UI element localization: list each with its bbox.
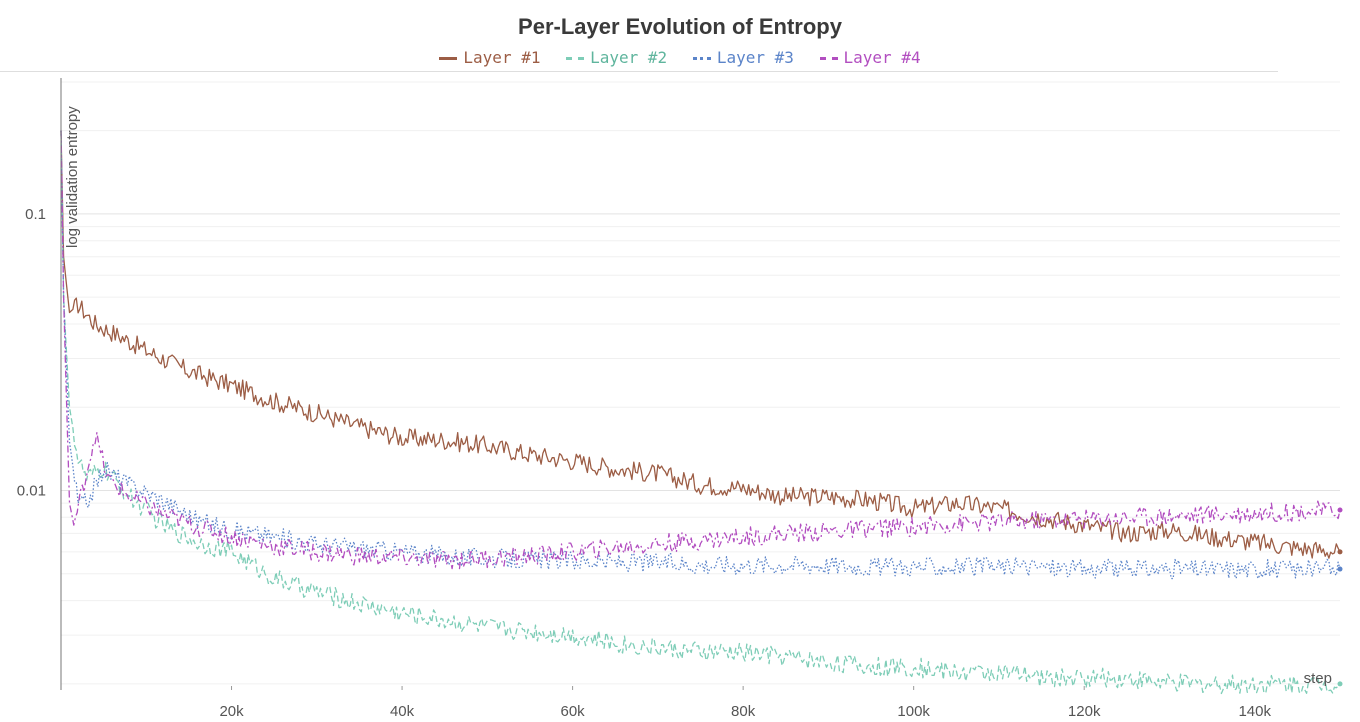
y-axis-ticks: 0.1 0.01	[17, 206, 46, 500]
gridlines	[61, 81, 1340, 685]
series-endpoint-layer-3	[1337, 566, 1343, 572]
header-divider	[0, 71, 1278, 72]
legend-swatch-layer-2	[566, 57, 585, 60]
series-endpoint-layer-1	[1337, 549, 1343, 555]
legend-label-layer-3: Layer #3	[716, 48, 794, 67]
series-line-layer-1[interactable]	[60, 130, 1341, 559]
x-tick-label: 140k	[1238, 703, 1271, 720]
legend-label-layer-1: Layer #1	[463, 48, 541, 67]
x-tick-label: 20k	[219, 703, 244, 720]
legend-swatch-layer-3	[692, 57, 711, 60]
series-endpoint-layer-2	[1337, 681, 1343, 687]
legend-swatch-layer-4	[819, 57, 838, 60]
legend-item-layer-4[interactable]: Layer #4	[819, 48, 921, 67]
series-lines	[60, 130, 1341, 695]
legend-item-layer-3[interactable]: Layer #3	[692, 48, 794, 67]
y-tick-label: 0.1	[25, 206, 46, 223]
x-tick-label: 80k	[731, 703, 756, 720]
legend: Layer #1 Layer #2 Layer #3 Layer #4	[0, 48, 1360, 67]
x-axis-title: step	[1304, 670, 1332, 687]
legend-label-layer-4: Layer #4	[843, 48, 921, 67]
y-tick-label: 0.01	[17, 483, 46, 500]
legend-swatch-layer-1	[439, 57, 458, 60]
series-line-layer-2[interactable]	[60, 130, 1341, 695]
x-axis-ticks: 20k 40k 60k 80k 100k 120k 140k	[219, 686, 1271, 720]
series-endpoints	[1337, 507, 1343, 687]
series-line-layer-3[interactable]	[60, 130, 1341, 580]
legend-item-layer-2[interactable]: Layer #2	[566, 48, 667, 67]
series-line-layer-4[interactable]	[60, 130, 1341, 570]
y-axis-title: log validation entropy	[64, 106, 81, 248]
x-tick-label: 60k	[561, 703, 586, 720]
legend-item-layer-1[interactable]: Layer #1	[439, 48, 540, 67]
x-tick-label: 120k	[1068, 703, 1101, 720]
legend-label-layer-2: Layer #2	[590, 48, 668, 67]
x-tick-label: 100k	[897, 703, 930, 720]
series-endpoint-layer-4	[1337, 507, 1343, 513]
chart-title: Per-Layer Evolution of Entropy	[518, 14, 842, 39]
x-tick-label: 40k	[390, 703, 415, 720]
